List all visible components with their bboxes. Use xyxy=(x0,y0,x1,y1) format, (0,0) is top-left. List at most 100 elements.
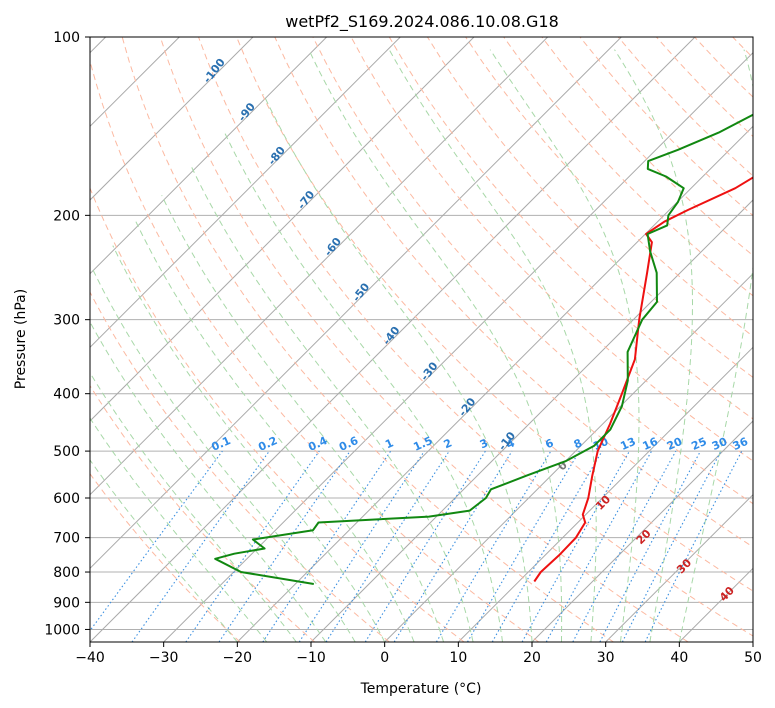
mixing-ratio-line xyxy=(545,450,653,642)
dry-adiabat-line xyxy=(90,59,540,642)
moist-adiabat-line xyxy=(489,49,640,642)
dry-adiabat-line xyxy=(771,37,775,642)
dry-adiabat-line xyxy=(90,472,241,642)
isotherm-label: -10 xyxy=(496,429,519,453)
mixing-ratio-label: 36 xyxy=(731,435,751,453)
isotherm-label: -80 xyxy=(265,144,288,168)
moist-adiabat-line xyxy=(90,459,238,642)
y-tick-label: 100 xyxy=(53,30,80,46)
mixing-ratio-label: 30 xyxy=(710,435,730,453)
mixing-ratio-line xyxy=(521,450,630,642)
x-axis-label: Temperature (°C) xyxy=(360,681,482,697)
isotherm-line xyxy=(90,37,401,349)
moist-adiabat-line xyxy=(90,371,297,642)
mixing-ratio-line xyxy=(644,450,743,642)
dry-adiabat-line xyxy=(121,37,614,642)
isotherm-line xyxy=(90,37,696,642)
y-tick-label: 400 xyxy=(53,387,80,403)
isotherm-line xyxy=(236,125,753,642)
x-tick-label: −10 xyxy=(296,650,326,666)
x-tick-label: 20 xyxy=(523,650,541,666)
mixing-ratio-label: 25 xyxy=(689,435,708,453)
dry-adiabat-line xyxy=(465,37,753,338)
isotherm-label: -90 xyxy=(235,100,258,124)
moist-adiabat-line xyxy=(90,417,268,642)
mixing-ratio-label: 20 xyxy=(665,435,685,453)
dry-adiabat-line xyxy=(541,37,753,257)
dry-adiabat-line xyxy=(388,37,753,420)
background-lines xyxy=(90,37,775,642)
moist-adiabat-label: 30 xyxy=(674,556,694,576)
isotherm-label: -70 xyxy=(295,188,318,212)
mixing-ratio-line xyxy=(262,450,392,642)
mixing-ratio-line xyxy=(131,450,270,642)
y-tick-label: 800 xyxy=(53,565,80,581)
y-tick-label: 1000 xyxy=(44,622,80,638)
x-tick-label: −20 xyxy=(223,650,253,666)
mixing-ratio-label: 16 xyxy=(641,435,661,453)
isotherm-line xyxy=(752,641,753,642)
y-tick-label: 300 xyxy=(53,313,80,329)
moist-adiabat-line xyxy=(90,321,327,642)
moist-adiabat-line xyxy=(308,49,563,642)
mixing-ratio-line xyxy=(599,450,701,642)
isotherm-line xyxy=(531,420,753,642)
dry-adiabat-line xyxy=(198,37,753,637)
mixing-ratio-label: 2 xyxy=(442,436,454,451)
dewpoint-line xyxy=(214,113,753,585)
isotherm-line xyxy=(384,272,753,642)
x-tick-label: −30 xyxy=(149,650,179,666)
dry-adiabat-line xyxy=(732,37,753,59)
moist-adiabat-line xyxy=(388,49,597,642)
mixing-ratio-label: 13 xyxy=(618,435,637,453)
x-tick-label: 10 xyxy=(449,650,467,666)
plot-frame xyxy=(89,36,754,643)
x-tick-label: −40 xyxy=(75,650,105,666)
chart-title: wetPf2_S169.2024.086.10.08.G18 xyxy=(285,12,559,32)
y-tick-label: 900 xyxy=(53,595,80,611)
moist-adiabat-line xyxy=(190,165,474,642)
dry-adiabat-line xyxy=(312,37,753,505)
mixing-ratio-line xyxy=(325,450,450,642)
isotherm-label: -60 xyxy=(322,235,345,259)
dry-adiabat-line xyxy=(159,37,689,642)
moist-adiabat-line xyxy=(135,221,415,642)
isotherm-label: -20 xyxy=(456,395,479,419)
isotherm-line xyxy=(163,51,753,642)
dry-adiabat-line xyxy=(350,37,753,462)
moist-adiabat-line xyxy=(614,49,693,642)
isotherm-label: -100 xyxy=(201,56,228,86)
isotherm-line xyxy=(310,199,753,642)
temperature-line xyxy=(533,176,753,583)
dry-adiabat-line xyxy=(90,384,316,642)
x-tick-label: 30 xyxy=(597,650,615,666)
moist-adiabat-line xyxy=(91,267,356,642)
y-axis-label: Pressure (hPa) xyxy=(13,289,29,389)
profile-series xyxy=(214,113,753,585)
moist-adiabat-line xyxy=(224,132,503,642)
mixing-ratio-line xyxy=(298,450,425,642)
mixing-ratio-line xyxy=(185,450,320,642)
moist-adiabat-label: 20 xyxy=(634,527,654,547)
dry-adiabat-line xyxy=(236,37,753,592)
mixing-ratio-line xyxy=(364,450,486,642)
isotherm-label: -40 xyxy=(380,324,403,348)
mixing-ratio-line xyxy=(393,450,513,642)
isotherm-label: -50 xyxy=(350,280,373,304)
y-tick-label: 200 xyxy=(53,208,80,224)
dry-adiabat-line xyxy=(274,37,753,548)
axes: −40 −30 −20 −10 0 10 20 30 40 50 100 200 300 400 500 60… xyxy=(44,30,762,666)
moist-adiabat-line xyxy=(263,94,533,642)
y-tick-label: 500 xyxy=(53,444,80,460)
dry-adiabat-line xyxy=(503,37,753,297)
mixing-ratio-line xyxy=(572,450,677,642)
isotherm-line xyxy=(90,37,254,201)
moist-adiabat-line xyxy=(161,195,445,642)
y-tick-label: 700 xyxy=(53,531,80,547)
isotherm-line xyxy=(457,346,753,642)
isotherm-line xyxy=(90,37,549,496)
mixing-ratio-label: 6 xyxy=(543,436,556,451)
dry-adiabat-line xyxy=(90,291,390,642)
mixing-ratio-line xyxy=(90,450,223,632)
